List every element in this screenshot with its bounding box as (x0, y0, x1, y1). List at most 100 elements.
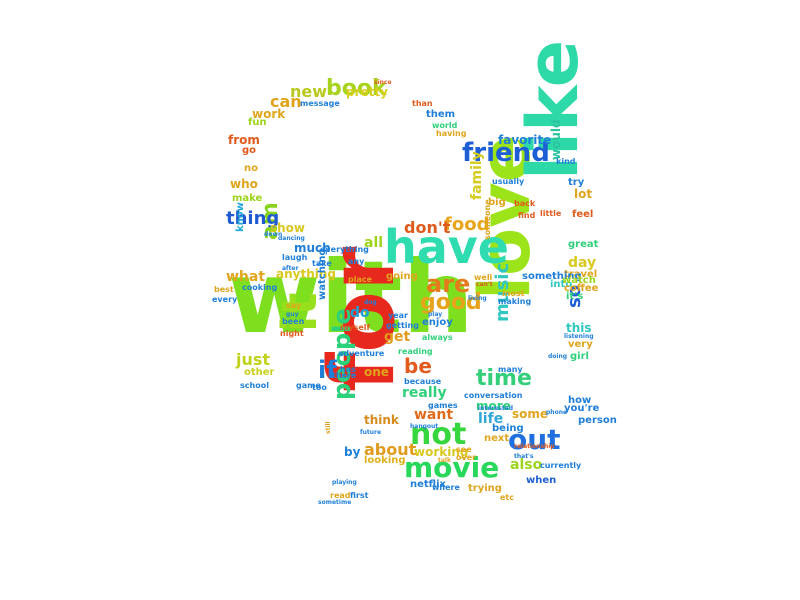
cloud-word-anything: anything (276, 267, 336, 281)
cloud-word-them: them (426, 109, 456, 120)
cloud-word-game: game (296, 381, 321, 390)
cloud-word-enjoy: enjoy (422, 317, 453, 328)
cloud-word-best: best (214, 285, 234, 294)
cloud-word-cooking: cooking (242, 283, 278, 292)
cloud-word-many: many (498, 365, 523, 374)
cloud-word-want: want (414, 407, 454, 423)
cloud-word-can: can (270, 92, 302, 111)
cloud-word-go: go (242, 145, 257, 156)
cloud-word-someone: someone (483, 199, 492, 240)
cloud-word-playing: playing (332, 479, 357, 486)
cloud-word-year: year (388, 311, 408, 320)
cloud-word-really: really (402, 385, 447, 401)
cloud-word-netflix: netflix (410, 479, 446, 490)
cloud-word-play: play (428, 311, 443, 318)
cloud-word-guy: guy (286, 311, 299, 318)
cloud-word-favorite: favorite (498, 133, 552, 147)
cloud-word-trying: trying (468, 483, 502, 494)
cloud-word-what: what (226, 269, 266, 285)
cloud-word-night: night (280, 329, 304, 338)
cloud-word-who: who (230, 177, 258, 191)
cloud-word-listening: listening (564, 333, 594, 340)
cloud-word-movie: movie (404, 451, 500, 484)
cloud-word-with: with (228, 239, 474, 356)
cloud-word-person: person (578, 415, 617, 426)
cloud-word-it-s: it's (566, 291, 584, 302)
cloud-word-out: out (508, 423, 561, 456)
cloud-word-travel: travel (564, 269, 598, 280)
cloud-word-being: being (492, 423, 524, 434)
cloud-word-interested: interested (478, 405, 514, 412)
cloud-word-coffee: coffee (564, 283, 599, 294)
cloud-word-dancing: dancing (278, 235, 305, 242)
cloud-word-how: how (568, 395, 592, 406)
cloud-word-pretty: pretty (346, 85, 388, 99)
cloud-word-myself: myself (340, 323, 370, 332)
cloud-word-friend: friend (462, 138, 550, 168)
cloud-word-into: into (550, 279, 573, 290)
cloud-word-if: if (318, 356, 337, 384)
cloud-word-making: making (498, 297, 532, 306)
cloud-word-by: by (344, 445, 361, 459)
cloud-word-currently: currently (540, 461, 582, 470)
cloud-word-know: know (235, 202, 246, 232)
cloud-word-day: day (568, 255, 597, 271)
cloud-word-thing: thing (226, 208, 280, 229)
cloud-word-read: read (330, 491, 351, 500)
cloud-word-new: new (290, 82, 328, 101)
cloud-word-be: be (404, 354, 432, 378)
cloud-word-message: message (300, 99, 340, 108)
cloud-word-work: work (252, 107, 286, 121)
cloud-word-life: life (478, 411, 504, 427)
cloud-word-girl: girl (570, 351, 589, 362)
cloud-word-laugh: laugh (282, 253, 308, 262)
cloud-word-still: still (325, 421, 332, 434)
cloud-word-not: not (410, 417, 467, 452)
cloud-word-most: most (502, 289, 525, 298)
cloud-word-living: living (468, 295, 487, 302)
cloud-word-one: one (364, 365, 389, 379)
cloud-word-relationship: relationship (514, 443, 555, 450)
cloud-word-get: get (384, 329, 411, 345)
cloud-word-because: because (404, 377, 442, 386)
cloud-word-very: very (568, 339, 593, 350)
cloud-word-say: say (286, 301, 302, 310)
cloud-word-doing: doing (548, 353, 568, 360)
cloud-word-no: no (244, 163, 258, 174)
cloud-word-something: something (522, 271, 582, 282)
cloud-word-having: having (436, 129, 467, 138)
cloud-word-well: well (474, 273, 493, 282)
cloud-word-you-re: you're (564, 403, 600, 414)
cloud-word-any: any (348, 257, 365, 266)
cloud-word-world: world (432, 121, 458, 130)
cloud-word-first: first (350, 491, 369, 500)
cloud-word-school: school (240, 381, 269, 390)
cloud-word-also: also (510, 457, 543, 473)
cloud-word-future: future (360, 429, 382, 436)
cloud-word-reading: reading (398, 347, 433, 356)
cloud-word-conversation: conversation (464, 391, 523, 400)
cloud-word-show: show (270, 221, 306, 235)
cloud-word-see: see (456, 445, 472, 454)
cloud-word-after: after (282, 265, 299, 272)
cloud-word-some: some (512, 407, 549, 421)
cloud-word-next: next (484, 433, 510, 444)
cloud-word-great: great (568, 239, 599, 250)
cloud-word-looking: looking (364, 455, 406, 466)
cloud-word-other: other (244, 367, 275, 378)
cloud-word-good: good (420, 290, 482, 315)
cloud-word-find: find (518, 211, 536, 220)
cloud-word-take: take (312, 259, 332, 268)
cloud-word-than: than (412, 99, 433, 108)
cloud-word-since: since (374, 79, 392, 86)
cloud-word-where: where (432, 483, 460, 492)
cloud-word-adventure: adventure (338, 349, 385, 358)
cloud-word-do: do (350, 305, 370, 321)
cloud-word-going: going (386, 271, 418, 282)
cloud-word-games: games (428, 401, 458, 410)
cloud-word-just: just (236, 350, 271, 369)
cloud-word-are: are (426, 270, 471, 298)
cloud-word-little: little (540, 209, 562, 218)
cloud-word-etc: etc (500, 493, 514, 502)
